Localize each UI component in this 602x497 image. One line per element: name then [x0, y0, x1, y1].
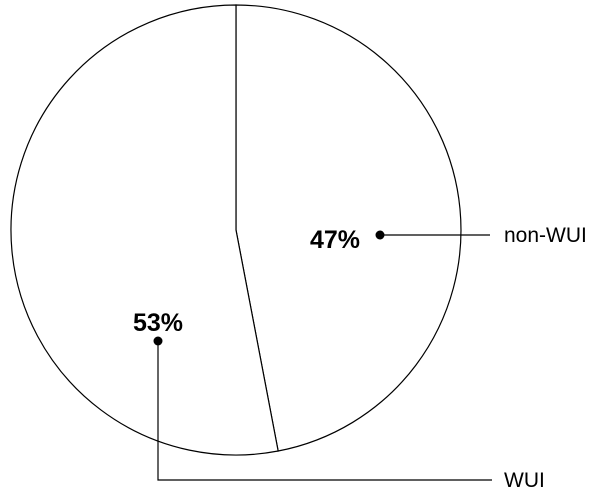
slice-value-label-non-wui: 47% — [310, 226, 360, 254]
leader-line-wui — [157, 341, 492, 481]
leader-dot-non-wui — [375, 230, 385, 240]
pie-slices — [10, 4, 462, 456]
slice-category-label-wui: WUI — [504, 469, 545, 492]
pie-annotations: 47% non-WUI 53% WUI — [133, 224, 587, 492]
slice-value-label-wui: 53% — [133, 309, 183, 337]
pie-slice-wui — [10, 4, 279, 456]
leader-dot-wui — [153, 336, 163, 346]
pie-slice-non-wui — [235, 4, 462, 452]
slice-category-label-non-wui: non-WUI — [504, 224, 587, 247]
